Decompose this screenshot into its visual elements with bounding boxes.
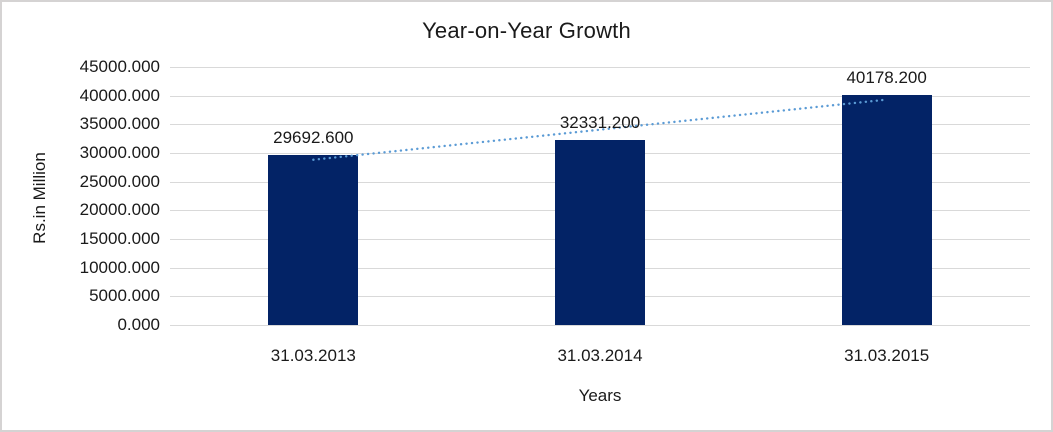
- bar: [268, 154, 359, 325]
- x-tick-label: 31.03.2013: [270, 346, 356, 365]
- trendline: [312, 98, 888, 161]
- y-tick-label: 45000.000: [79, 57, 160, 76]
- bar-value-label: 40178.200: [846, 67, 927, 87]
- y-tick-label: 20000.000: [79, 200, 160, 220]
- y-tick-label: 35000.000: [79, 114, 160, 134]
- y-tick-label: 0.000: [117, 315, 160, 334]
- bar-value-label: 29692.600: [273, 127, 354, 147]
- y-tick-label: 15000.000: [79, 229, 160, 248]
- bar-value-label: 32331.200: [559, 112, 641, 132]
- gridline: [170, 124, 1030, 126]
- y-tick-label: 5000.000: [89, 286, 160, 306]
- x-axis-title: Years: [578, 386, 622, 405]
- plot-area: [170, 67, 1030, 326]
- x-tick-label: 31.03.2015: [844, 346, 930, 365]
- gridline: [170, 325, 1030, 326]
- y-tick-label: 30000.000: [79, 143, 160, 162]
- bar: [555, 139, 645, 325]
- gridline: [170, 95, 1030, 97]
- y-tick-label: 40000.000: [79, 85, 160, 105]
- y-tick-label: 10000.000: [79, 257, 160, 277]
- bar: [841, 94, 932, 325]
- x-tick-label: 31.03.2014: [557, 346, 643, 365]
- y-tick-label: 25000.000: [79, 171, 160, 191]
- gridline: [170, 67, 1030, 68]
- chart-title: Year-on-Year Growth: [422, 18, 631, 43]
